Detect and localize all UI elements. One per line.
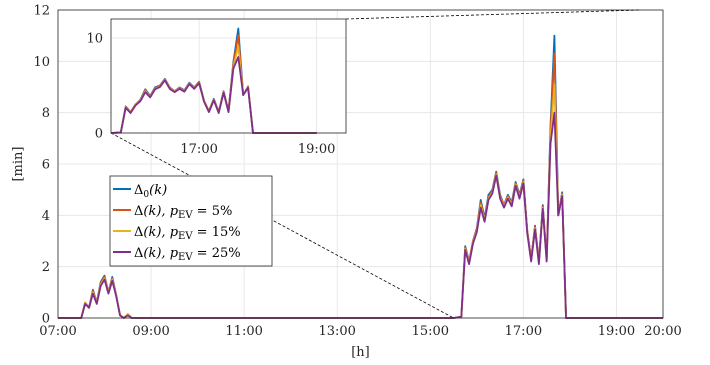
x-tick-label: 11:00 [225,324,262,339]
y-tick-label: 12 [33,4,50,19]
main-tick-labels: 07:00 09:00 11:00 13:00 15:00 17:00 19:00 20:00… [33,4,681,340]
y-axis-label: [min] [11,146,26,181]
inset-zoom-chart: 17:00 19:00 0 10 [86,18,347,158]
x-tick-label: 19:00 [598,324,635,339]
zoom-link-top [345,9,640,20]
y-tick-label: 2 [42,260,50,275]
inset-x-tick-label: 17:00 [180,142,217,157]
legend-box [109,175,273,267]
x-tick-label: 17:00 [505,324,542,339]
inset-y-tick-label: 0 [95,127,103,142]
y-tick-label: 8 [42,106,50,121]
y-tick-label: 10 [33,55,50,70]
inset-y-tick-label: 10 [86,32,103,47]
legend-label-2: Δ(k), pEV = 15% [134,225,241,242]
x-tick-label: 13:00 [318,324,355,339]
x-tick-label: 07:00 [39,324,76,339]
zoom-connector-lines [110,9,640,319]
y-tick-label: 0 [42,312,50,327]
inset-background [111,19,346,133]
inset-tick-labels: 17:00 19:00 0 10 [86,32,335,158]
legend-label-3: Δ(k), pEV = 25% [134,246,241,263]
x-tick-label: 20:00 [644,324,681,339]
inset-plot-frame [110,18,347,134]
legend-label-1: Δ(k), pEV = 5% [134,204,232,221]
y-tick-label: 6 [42,158,50,173]
y-tick-label: 4 [42,209,50,224]
legend-label-0: Δ0(k) [134,183,167,200]
x-axis-label: [h] [351,345,370,360]
x-tick-label: 09:00 [132,324,169,339]
x-tick-label: 15:00 [412,324,449,339]
inset-x-tick-label: 19:00 [298,142,335,157]
main-plot-frame [57,9,664,319]
legend: Δ0(k) Δ(k), pEV = 5% Δ(k), pEV = 15% Δ(k), … [109,175,273,267]
